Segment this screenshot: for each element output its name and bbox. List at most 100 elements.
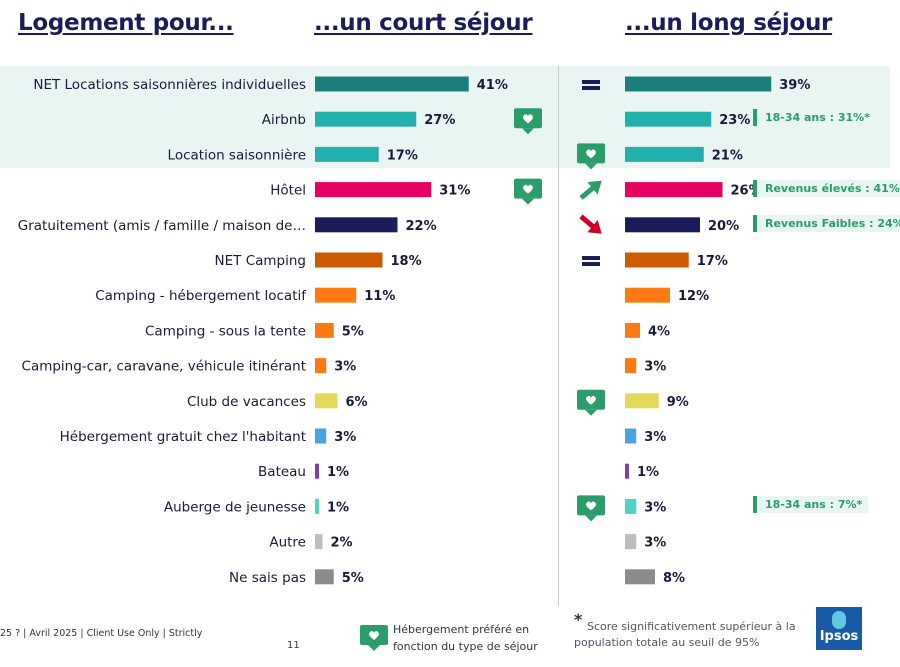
value-short-stay: 3% bbox=[334, 430, 356, 445]
category-label: Club de vacances bbox=[187, 394, 306, 410]
legend-text-line1: Hébergement préféré en bbox=[393, 623, 530, 636]
heart-chat-icon bbox=[514, 178, 542, 205]
significance-note: 18-34 ans : 31%* bbox=[753, 109, 876, 127]
legend-heart-icon bbox=[360, 625, 388, 651]
category-label: Ne sais pas bbox=[229, 570, 306, 586]
value-short-stay: 5% bbox=[342, 571, 364, 586]
category-label: Camping - sous la tente bbox=[145, 323, 306, 339]
bar-short-stay bbox=[315, 146, 379, 162]
bar-short-stay bbox=[315, 322, 334, 338]
bar-long-stay bbox=[625, 287, 670, 303]
value-short-stay: 1% bbox=[327, 465, 349, 480]
value-long-stay: 20% bbox=[708, 219, 739, 234]
value-short-stay: 11% bbox=[364, 289, 395, 304]
bar-long-stay bbox=[625, 463, 629, 479]
value-long-stay: 4% bbox=[648, 324, 670, 339]
value-short-stay: 1% bbox=[327, 500, 349, 515]
arrow-up-icon bbox=[579, 180, 602, 200]
bar-long-stay bbox=[625, 252, 689, 268]
value-long-stay: 23% bbox=[719, 113, 750, 128]
heart-chat-icon bbox=[577, 143, 605, 170]
bar-long-stay bbox=[625, 534, 637, 550]
arrow-down-icon bbox=[579, 214, 602, 234]
legend-text-line2: fonction du type de séjour bbox=[393, 640, 538, 653]
significance-note: 18-34 ans : 7%* bbox=[753, 496, 869, 514]
category-label: Gratuitement (amis / famille / maison de… bbox=[18, 218, 306, 234]
value-long-stay: 21% bbox=[712, 148, 743, 163]
value-short-stay: 5% bbox=[342, 324, 364, 339]
bar-long-stay bbox=[625, 322, 640, 338]
value-short-stay: 2% bbox=[331, 536, 353, 551]
bar-short-stay bbox=[315, 569, 334, 585]
category-label: Location saisonnière bbox=[168, 147, 306, 163]
value-long-stay: 12% bbox=[678, 289, 709, 304]
value-short-stay: 27% bbox=[424, 113, 455, 128]
footer-source: 25 ? | Avril 2025 | Client Use Only | St… bbox=[0, 628, 203, 639]
category-label: Hébergement gratuit chez l'habitant bbox=[60, 429, 306, 445]
value-long-stay: 3% bbox=[644, 360, 666, 375]
category-label: Bateau bbox=[258, 464, 306, 480]
bar-short-stay bbox=[315, 76, 469, 92]
value-long-stay: 39% bbox=[779, 78, 810, 93]
value-long-stay: 9% bbox=[667, 395, 689, 410]
significance-note: Revenus Faibles : 24%* bbox=[753, 214, 900, 232]
bar-short-stay bbox=[315, 393, 338, 409]
value-long-stay: 8% bbox=[663, 571, 685, 586]
equal-icon bbox=[582, 80, 600, 90]
footer-page-number: 11 bbox=[287, 640, 300, 651]
bar-short-stay bbox=[315, 287, 357, 303]
bar-long-stay bbox=[625, 76, 772, 92]
footnote-line2: population totale au seuil de 95% bbox=[574, 636, 760, 649]
header-long-sejour: ...un long séjour bbox=[625, 10, 833, 36]
value-short-stay: 18% bbox=[391, 254, 422, 269]
category-label: NET Locations saisonnières individuelles bbox=[33, 77, 306, 93]
value-long-stay: 3% bbox=[644, 536, 666, 551]
value-short-stay: 17% bbox=[387, 148, 418, 163]
equal-icon bbox=[582, 256, 600, 266]
category-label: Airbnb bbox=[262, 112, 306, 128]
significance-note: Revenus élevés : 41%* bbox=[753, 179, 900, 197]
value-long-stay: 1% bbox=[637, 465, 659, 480]
bar-short-stay bbox=[315, 182, 432, 198]
logo-text: Ipsos bbox=[819, 629, 859, 644]
value-short-stay: 31% bbox=[439, 184, 470, 199]
bar-long-stay bbox=[625, 111, 712, 127]
bar-long-stay bbox=[625, 358, 637, 374]
category-label: Auberge de jeunesse bbox=[164, 499, 306, 515]
category-label: Hôtel bbox=[270, 183, 306, 199]
column-separator bbox=[558, 66, 559, 606]
value-short-stay: 3% bbox=[334, 360, 356, 375]
bar-long-stay bbox=[625, 498, 637, 514]
value-short-stay: 22% bbox=[406, 219, 437, 234]
header-logement: Logement pour... bbox=[18, 10, 234, 36]
bar-long-stay bbox=[625, 146, 704, 162]
bar-long-stay bbox=[625, 393, 659, 409]
bar-short-stay bbox=[315, 111, 417, 127]
ipsos-logo: Ipsos bbox=[816, 607, 862, 650]
category-label: NET Camping bbox=[215, 253, 306, 269]
category-label: Camping - hébergement locatif bbox=[95, 288, 307, 304]
bar-short-stay bbox=[315, 463, 319, 479]
category-label: Autre bbox=[269, 535, 306, 551]
value-long-stay: 17% bbox=[697, 254, 728, 269]
bar-long-stay bbox=[625, 569, 655, 585]
header-court-sejour: ...un court séjour bbox=[314, 10, 533, 36]
value-long-stay: 3% bbox=[644, 500, 666, 515]
bar-short-stay bbox=[315, 217, 398, 233]
logo-dot bbox=[832, 611, 846, 629]
value-short-stay: 41% bbox=[477, 78, 508, 93]
bar-short-stay bbox=[315, 498, 319, 514]
footnote-line1: Score significativement supérieur à la bbox=[587, 620, 796, 633]
bar-long-stay bbox=[625, 217, 700, 233]
heart-chat-icon bbox=[514, 108, 542, 135]
heart-chat-icon bbox=[577, 389, 605, 416]
bar-long-stay bbox=[625, 428, 637, 444]
heart-chat-icon bbox=[577, 495, 605, 522]
bar-short-stay bbox=[315, 252, 383, 268]
bar-long-stay bbox=[625, 182, 723, 198]
footnote-star: * bbox=[574, 610, 583, 629]
category-label: Camping-car, caravane, véhicule itinéran… bbox=[22, 359, 306, 375]
bar-short-stay bbox=[315, 534, 323, 550]
bar-short-stay bbox=[315, 358, 327, 374]
